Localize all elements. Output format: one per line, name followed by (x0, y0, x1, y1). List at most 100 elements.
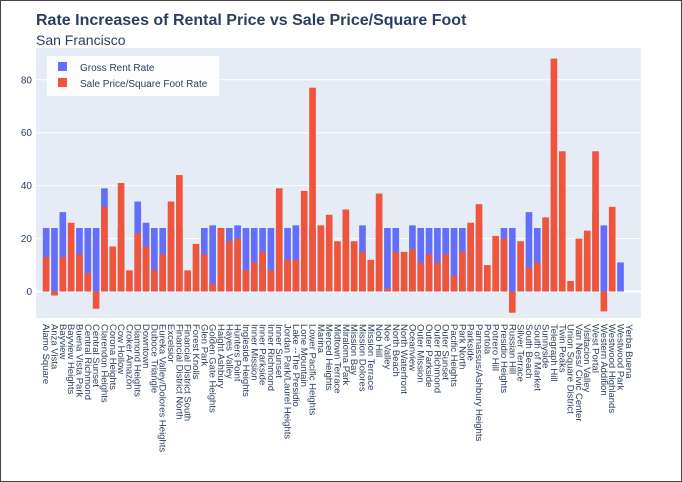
bar-sale-price[interactable] (375, 193, 383, 292)
legend-swatch-gross-rent (58, 62, 67, 71)
bar-sale-price[interactable] (200, 254, 208, 292)
bar-sale-price[interactable] (184, 270, 191, 292)
bar-sale-price[interactable] (317, 225, 325, 292)
bar-sale-price[interactable] (492, 235, 499, 292)
bar-sale-price[interactable] (608, 206, 616, 292)
bar-sale-price[interactable] (101, 206, 108, 292)
x-tick-label: Miraloma Park (340, 324, 351, 385)
bar-sale-price[interactable] (209, 283, 216, 292)
bar-gross-rent[interactable] (59, 212, 67, 292)
bar-sale-price[interactable] (225, 241, 233, 292)
bar-sale-price[interactable] (392, 251, 400, 292)
bar-sale-price[interactable] (575, 238, 583, 292)
bar-sale-price[interactable] (592, 151, 599, 292)
bar-sale-price[interactable] (292, 259, 300, 292)
bar-gross-rent[interactable] (209, 225, 216, 292)
bar-sale-price[interactable] (234, 238, 241, 292)
bar-gross-rent[interactable] (600, 225, 608, 292)
bar-sale-price[interactable] (250, 262, 258, 292)
bar-sale-price[interactable] (334, 241, 341, 292)
bar-gross-rent[interactable] (508, 228, 516, 292)
x-tick-label: Lower Pacific Heights (307, 324, 318, 416)
bar-sale-price[interactable] (126, 270, 133, 292)
bar-sale-price[interactable] (600, 291, 608, 312)
bar-sale-price[interactable] (434, 262, 441, 292)
bar-sale-price[interactable] (159, 254, 167, 292)
bar-sale-price[interactable] (517, 241, 524, 292)
bar-sale-price[interactable] (275, 188, 283, 292)
bar-sale-price[interactable] (142, 246, 150, 292)
bar-sale-price[interactable] (42, 257, 50, 292)
bar-sale-price[interactable] (151, 270, 158, 292)
bar-sale-price[interactable] (425, 254, 433, 292)
bar-sale-price[interactable] (84, 273, 92, 292)
bar-gross-rent[interactable] (267, 228, 275, 292)
bar-sale-price[interactable] (176, 175, 183, 292)
bar-sale-price[interactable] (467, 222, 475, 292)
bar-sale-price[interactable] (525, 267, 533, 292)
x-tick-label: Telegraph Hill (548, 324, 559, 382)
bar-sale-price[interactable] (342, 209, 350, 292)
bar-gross-rent[interactable] (617, 262, 624, 292)
bar-sale-price[interactable] (484, 265, 491, 292)
bar-gross-rent[interactable] (151, 228, 158, 292)
bar-sale-price[interactable] (400, 251, 408, 292)
bar-sale-price[interactable] (384, 288, 391, 292)
bar-sale-price[interactable] (59, 257, 67, 292)
bar-gross-rent[interactable] (242, 228, 250, 292)
bar-sale-price[interactable] (67, 222, 75, 292)
bar-sale-price[interactable] (134, 233, 142, 292)
x-tick-label: Alamo Square (40, 324, 51, 384)
bar-gross-rent[interactable] (434, 228, 441, 292)
bar-sale-price[interactable] (284, 259, 291, 292)
bar-gross-rent[interactable] (533, 228, 541, 292)
bar-sale-price[interactable] (192, 243, 200, 292)
bar-gross-rent[interactable] (292, 225, 300, 292)
bar-sale-price[interactable] (583, 230, 591, 292)
bar-sale-price[interactable] (558, 151, 566, 292)
bar-sale-price[interactable] (442, 254, 450, 292)
x-tick-label: Corona Heights (107, 324, 118, 390)
bar-sale-price[interactable] (500, 238, 508, 292)
bar-sale-price[interactable] (76, 254, 83, 292)
bar-sale-price[interactable] (567, 280, 574, 292)
bar-gross-rent[interactable] (51, 228, 58, 292)
y-tick-label: 60 (21, 128, 33, 139)
bar-sale-price[interactable] (450, 275, 458, 292)
bar-sale-price[interactable] (508, 291, 516, 313)
bar-sale-price[interactable] (533, 262, 541, 292)
bar-gross-rent[interactable] (417, 228, 425, 292)
bar-sale-price[interactable] (325, 214, 333, 292)
bar-sale-price[interactable] (550, 58, 558, 292)
x-tick-label: Inner Parkside (257, 324, 268, 385)
bar-gross-rent[interactable] (384, 228, 391, 292)
bar-sale-price[interactable] (309, 87, 316, 292)
bar-sale-price[interactable] (417, 262, 425, 292)
bar-sale-price[interactable] (167, 201, 175, 292)
bar-sale-price[interactable] (409, 249, 416, 292)
bar-sale-price[interactable] (459, 251, 466, 292)
bar-sale-price[interactable] (217, 228, 225, 292)
bar-sale-price[interactable] (350, 241, 358, 292)
x-tick-label: Lone Mountain (298, 324, 309, 387)
x-tick-label: Buena Vista Park (73, 324, 84, 397)
bar-sale-price[interactable] (267, 270, 275, 292)
bar-sale-price[interactable] (242, 270, 250, 292)
bar-sale-price[interactable] (117, 183, 125, 292)
x-tick-label: Outer Parkside (423, 324, 434, 387)
bar-gross-rent[interactable] (250, 228, 258, 292)
bar-sale-price[interactable] (359, 251, 366, 292)
bar-gross-rent[interactable] (92, 228, 100, 292)
legend[interactable]: Gross Rent Rate Sale Price/Square Foot R… (47, 56, 219, 96)
bar-sale-price[interactable] (300, 190, 308, 292)
bar-sale-price[interactable] (109, 246, 117, 292)
bar-sale-price[interactable] (475, 204, 483, 292)
bar-sale-price[interactable] (542, 217, 549, 292)
bar-gross-rent[interactable] (450, 228, 458, 292)
bar-gross-rent[interactable] (525, 212, 533, 292)
bar-sale-price[interactable] (259, 251, 266, 292)
bar-gross-rent[interactable] (84, 228, 92, 292)
bar-sale-price[interactable] (51, 291, 58, 296)
bar-sale-price[interactable] (92, 291, 100, 309)
bar-sale-price[interactable] (367, 259, 375, 292)
